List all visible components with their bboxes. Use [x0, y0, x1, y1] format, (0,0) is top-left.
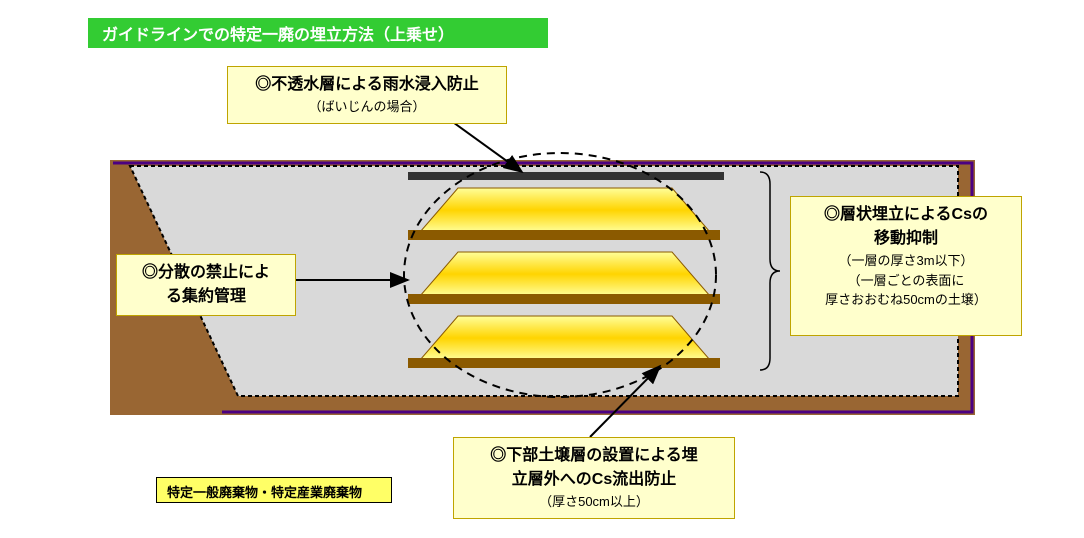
- waste-layer-body: [420, 316, 710, 360]
- callout-main: 立層外へのCs流出防止: [464, 468, 724, 492]
- callout-sub: （ばいじんの場合）: [238, 97, 496, 117]
- waste-layer-base: [408, 358, 720, 368]
- legend-specified-waste: 特定一般廃棄物・特定産業廃棄物: [156, 477, 392, 503]
- callout-impermeable-layer: ◎不透水層による雨水浸入防止 （ばいじんの場合）: [227, 66, 507, 124]
- callout-main: ◎層状埋立によるCsの: [801, 203, 1011, 227]
- callout-main: ◎不透水層による雨水浸入防止: [238, 73, 496, 97]
- callout-sub: （一層ごとの表面に: [801, 271, 1011, 291]
- callout-concentration-management: ◎分散の禁止によ る集約管理: [116, 254, 296, 316]
- callout-main: 移動抑制: [801, 227, 1011, 251]
- callout-sub: （厚さ50cm以上）: [464, 492, 724, 512]
- callout-main: ◎分散の禁止によ: [127, 261, 285, 285]
- waste-layer-body: [420, 188, 710, 232]
- callout-main: ◎下部土壌層の設置による埋: [464, 444, 724, 468]
- callout-lower-soil-layer: ◎下部土壌層の設置による埋 立層外へのCs流出防止 （厚さ50cm以上）: [453, 437, 735, 519]
- callout-layered-landfill: ◎層状埋立によるCsの 移動抑制 （一層の厚さ3m以下） （一層ごとの表面に 厚…: [790, 196, 1022, 336]
- waste-layer-base: [408, 294, 720, 304]
- waste-layer-body: [420, 252, 710, 296]
- callout-main: る集約管理: [127, 285, 285, 309]
- waste-layers: [408, 188, 720, 368]
- callout-sub: 厚さおおむね50cmの土壌）: [801, 290, 1011, 310]
- callout-sub: （一層の厚さ3m以下）: [801, 251, 1011, 271]
- waste-layer-base: [408, 230, 720, 240]
- impermeable-layer-bar: [408, 172, 724, 180]
